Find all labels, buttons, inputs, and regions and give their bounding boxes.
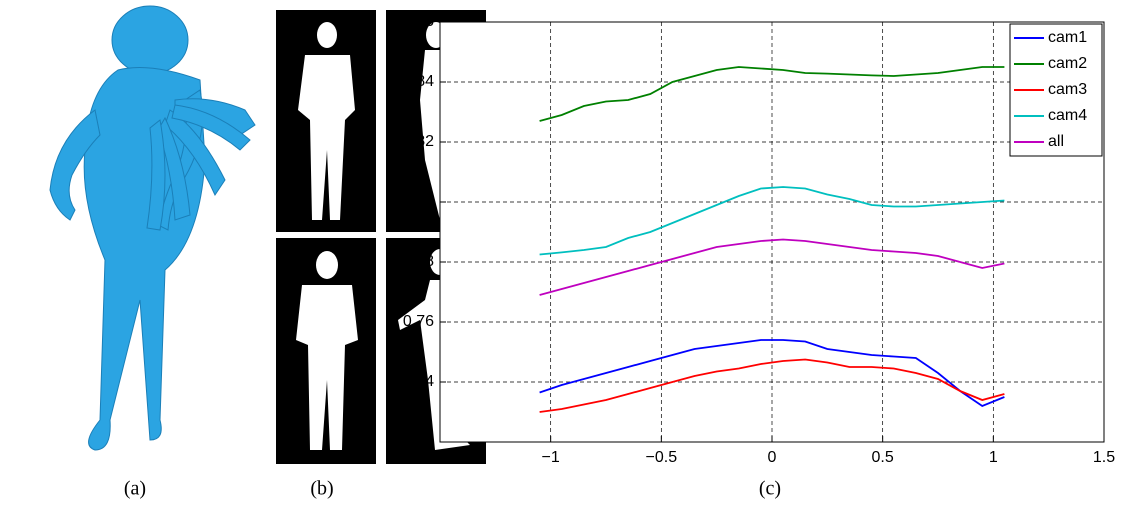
legend-label: all [1048, 133, 1064, 150]
x-tick-label: −0.5 [646, 449, 678, 466]
y-tick-label: 0.72 [403, 433, 434, 450]
y-tick-label: 0.8 [412, 193, 434, 210]
caption: (a) [124, 478, 146, 500]
legend-label: cam3 [1048, 81, 1087, 98]
x-tick-label: −1.5 [424, 449, 456, 466]
x-tick-label: 1.5 [1093, 449, 1115, 466]
y-tick-label: 0.78 [403, 253, 434, 270]
y-tick-label: 0.74 [403, 373, 434, 390]
x-tick-label: 0.5 [872, 449, 894, 466]
figure: (a) (b) (c) −1.5 −1 −0.5 0 0.5 1 1.5 0.72 0.74 0.… [0, 0, 1126, 503]
caption: (b) [310, 478, 333, 500]
x-tick-label: 0 [768, 449, 777, 466]
body-model [50, 6, 255, 450]
caption: (c) [759, 478, 781, 500]
y-tick-label: 0.76 [403, 313, 434, 330]
legend-label: cam4 [1048, 107, 1087, 124]
x-tick-label: 1 [989, 449, 998, 466]
y-tick-label: 0.84 [403, 73, 434, 90]
y-tick-label: 0.86 [403, 13, 434, 30]
legend-label: cam2 [1048, 55, 1087, 72]
y-tick-label: 0.82 [403, 133, 434, 150]
legend-label: cam1 [1048, 29, 1087, 46]
x-tick-label: −1 [542, 449, 560, 466]
